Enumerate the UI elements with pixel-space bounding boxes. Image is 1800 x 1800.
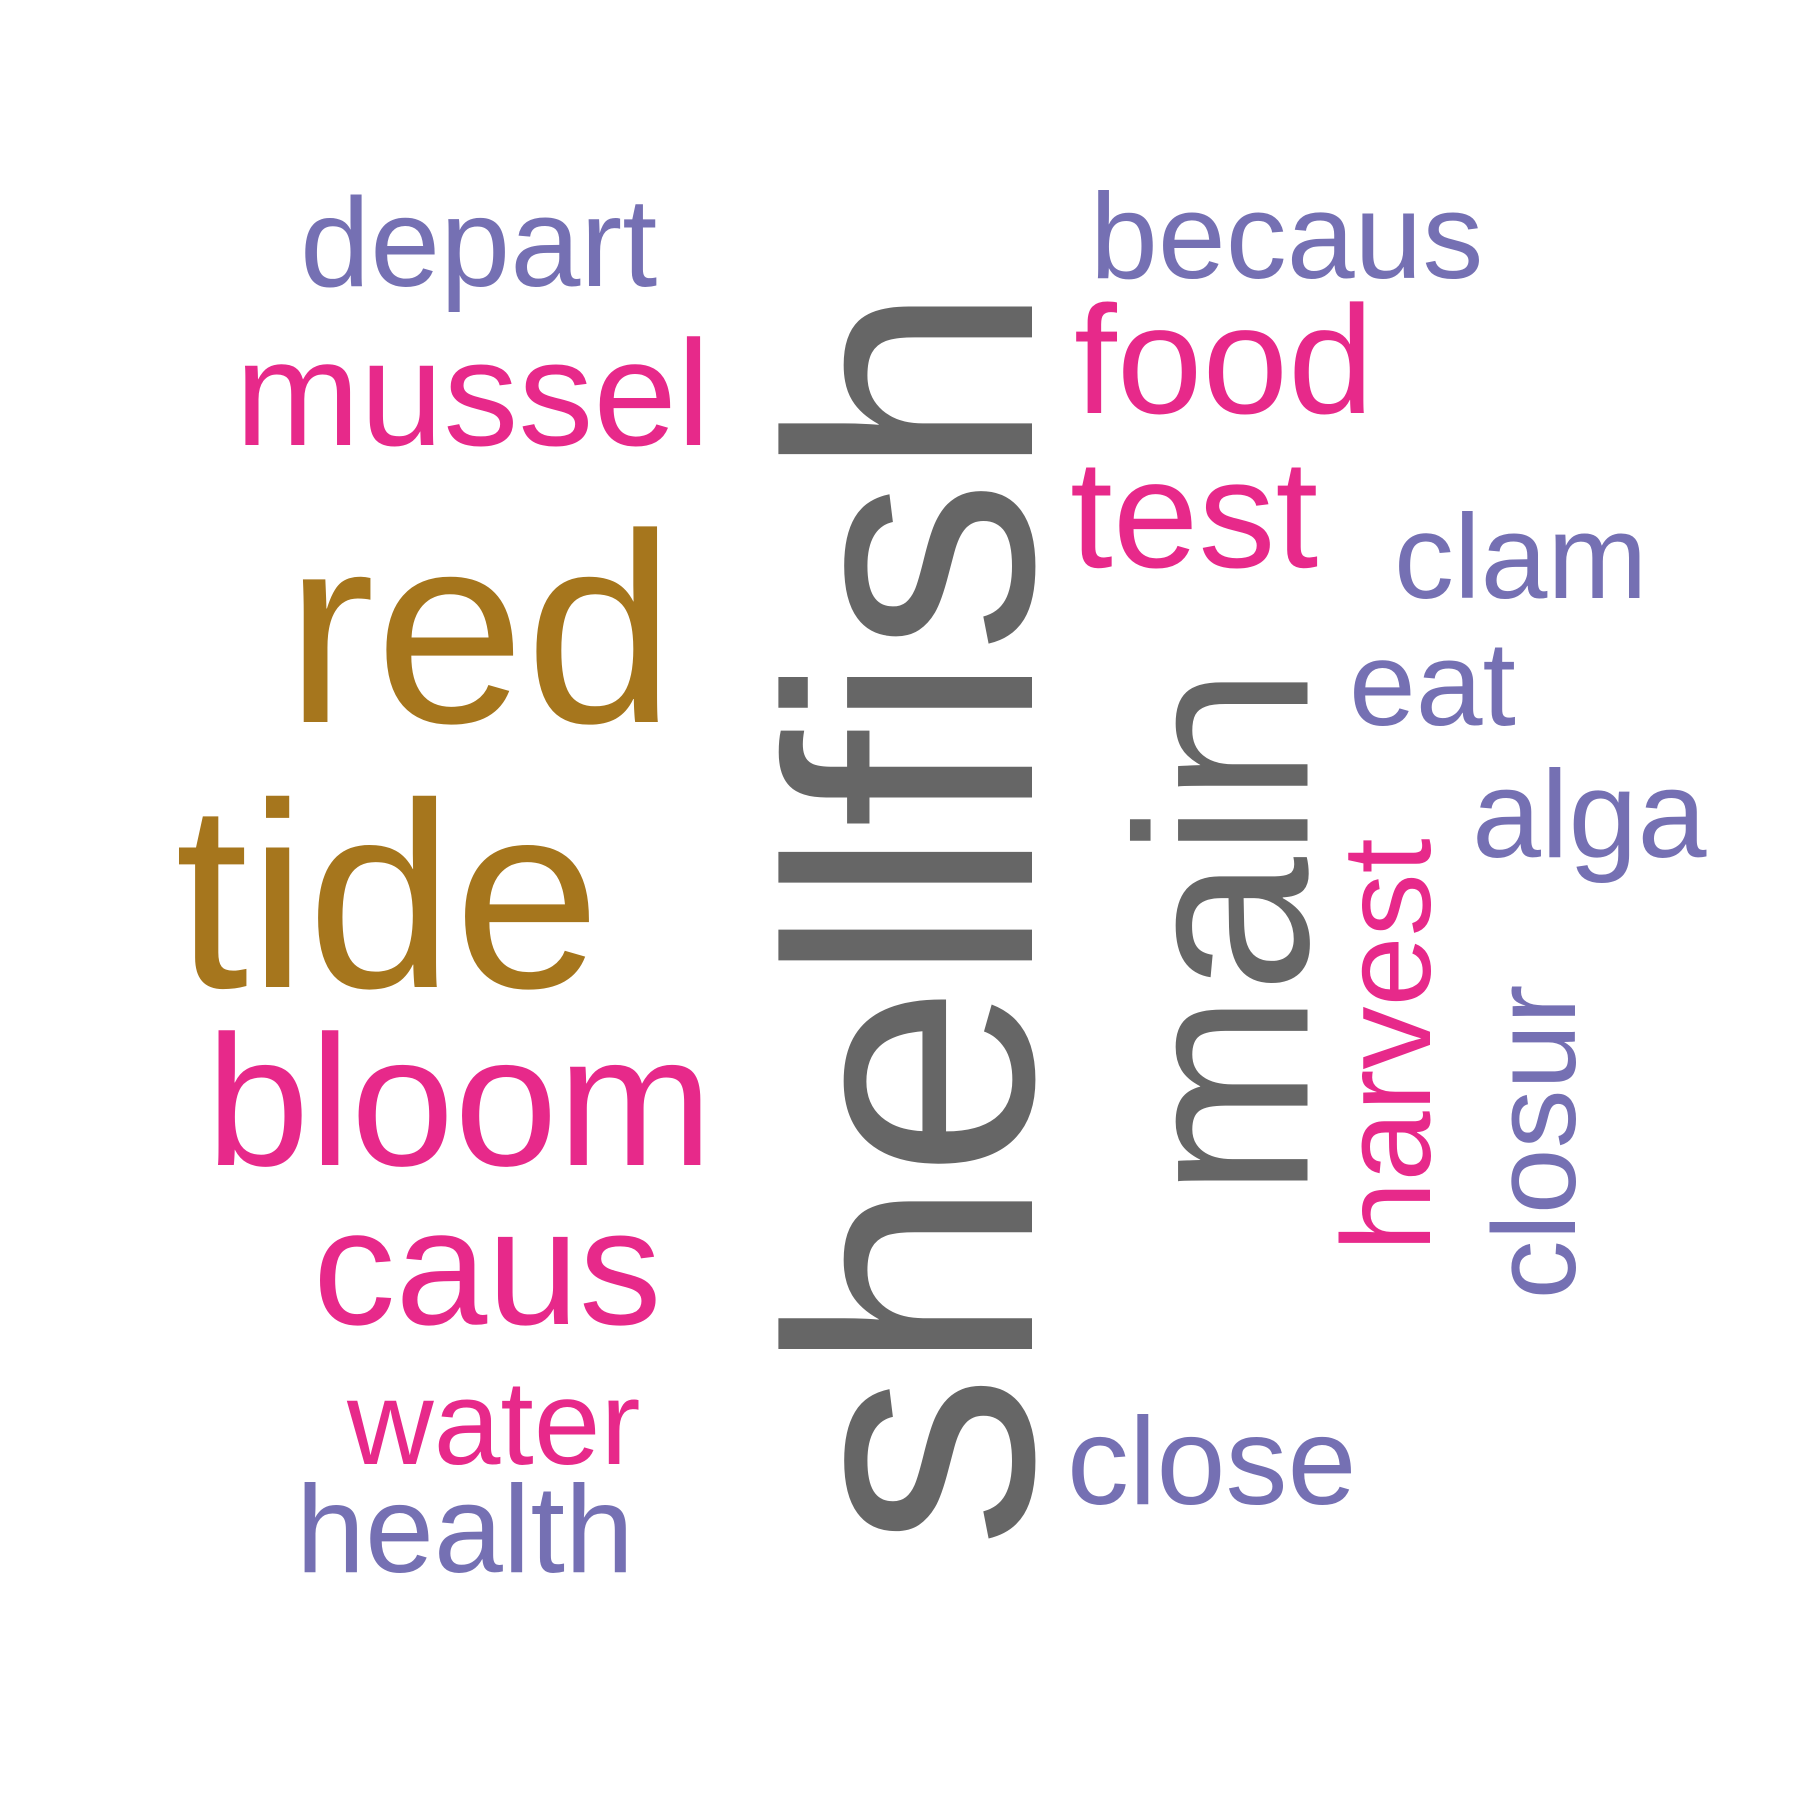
word-bloom: bloom [206, 998, 713, 1205]
word-close: close [1067, 1393, 1357, 1531]
word-harvest: harvest [1316, 838, 1457, 1252]
word-caus: caus [313, 1175, 662, 1359]
word-test: test [1070, 428, 1319, 600]
word-water: water [347, 1356, 641, 1490]
word-clam: clam [1394, 490, 1648, 624]
word-food: food [1074, 274, 1374, 446]
word-main: main [1085, 666, 1360, 1198]
word-health: health [296, 1461, 634, 1599]
word-closur: closur [1469, 984, 1601, 1300]
word-tide: tide [175, 748, 601, 1043]
word-mussel: mussel [235, 309, 711, 477]
word-becaus: becaus [1090, 168, 1484, 304]
word-alga: alga [1472, 746, 1707, 884]
word-eat: eat [1349, 617, 1516, 751]
word-red: red [285, 479, 676, 780]
word-depart: depart [300, 172, 658, 313]
word-shellfish: shellfish [716, 283, 1107, 1549]
